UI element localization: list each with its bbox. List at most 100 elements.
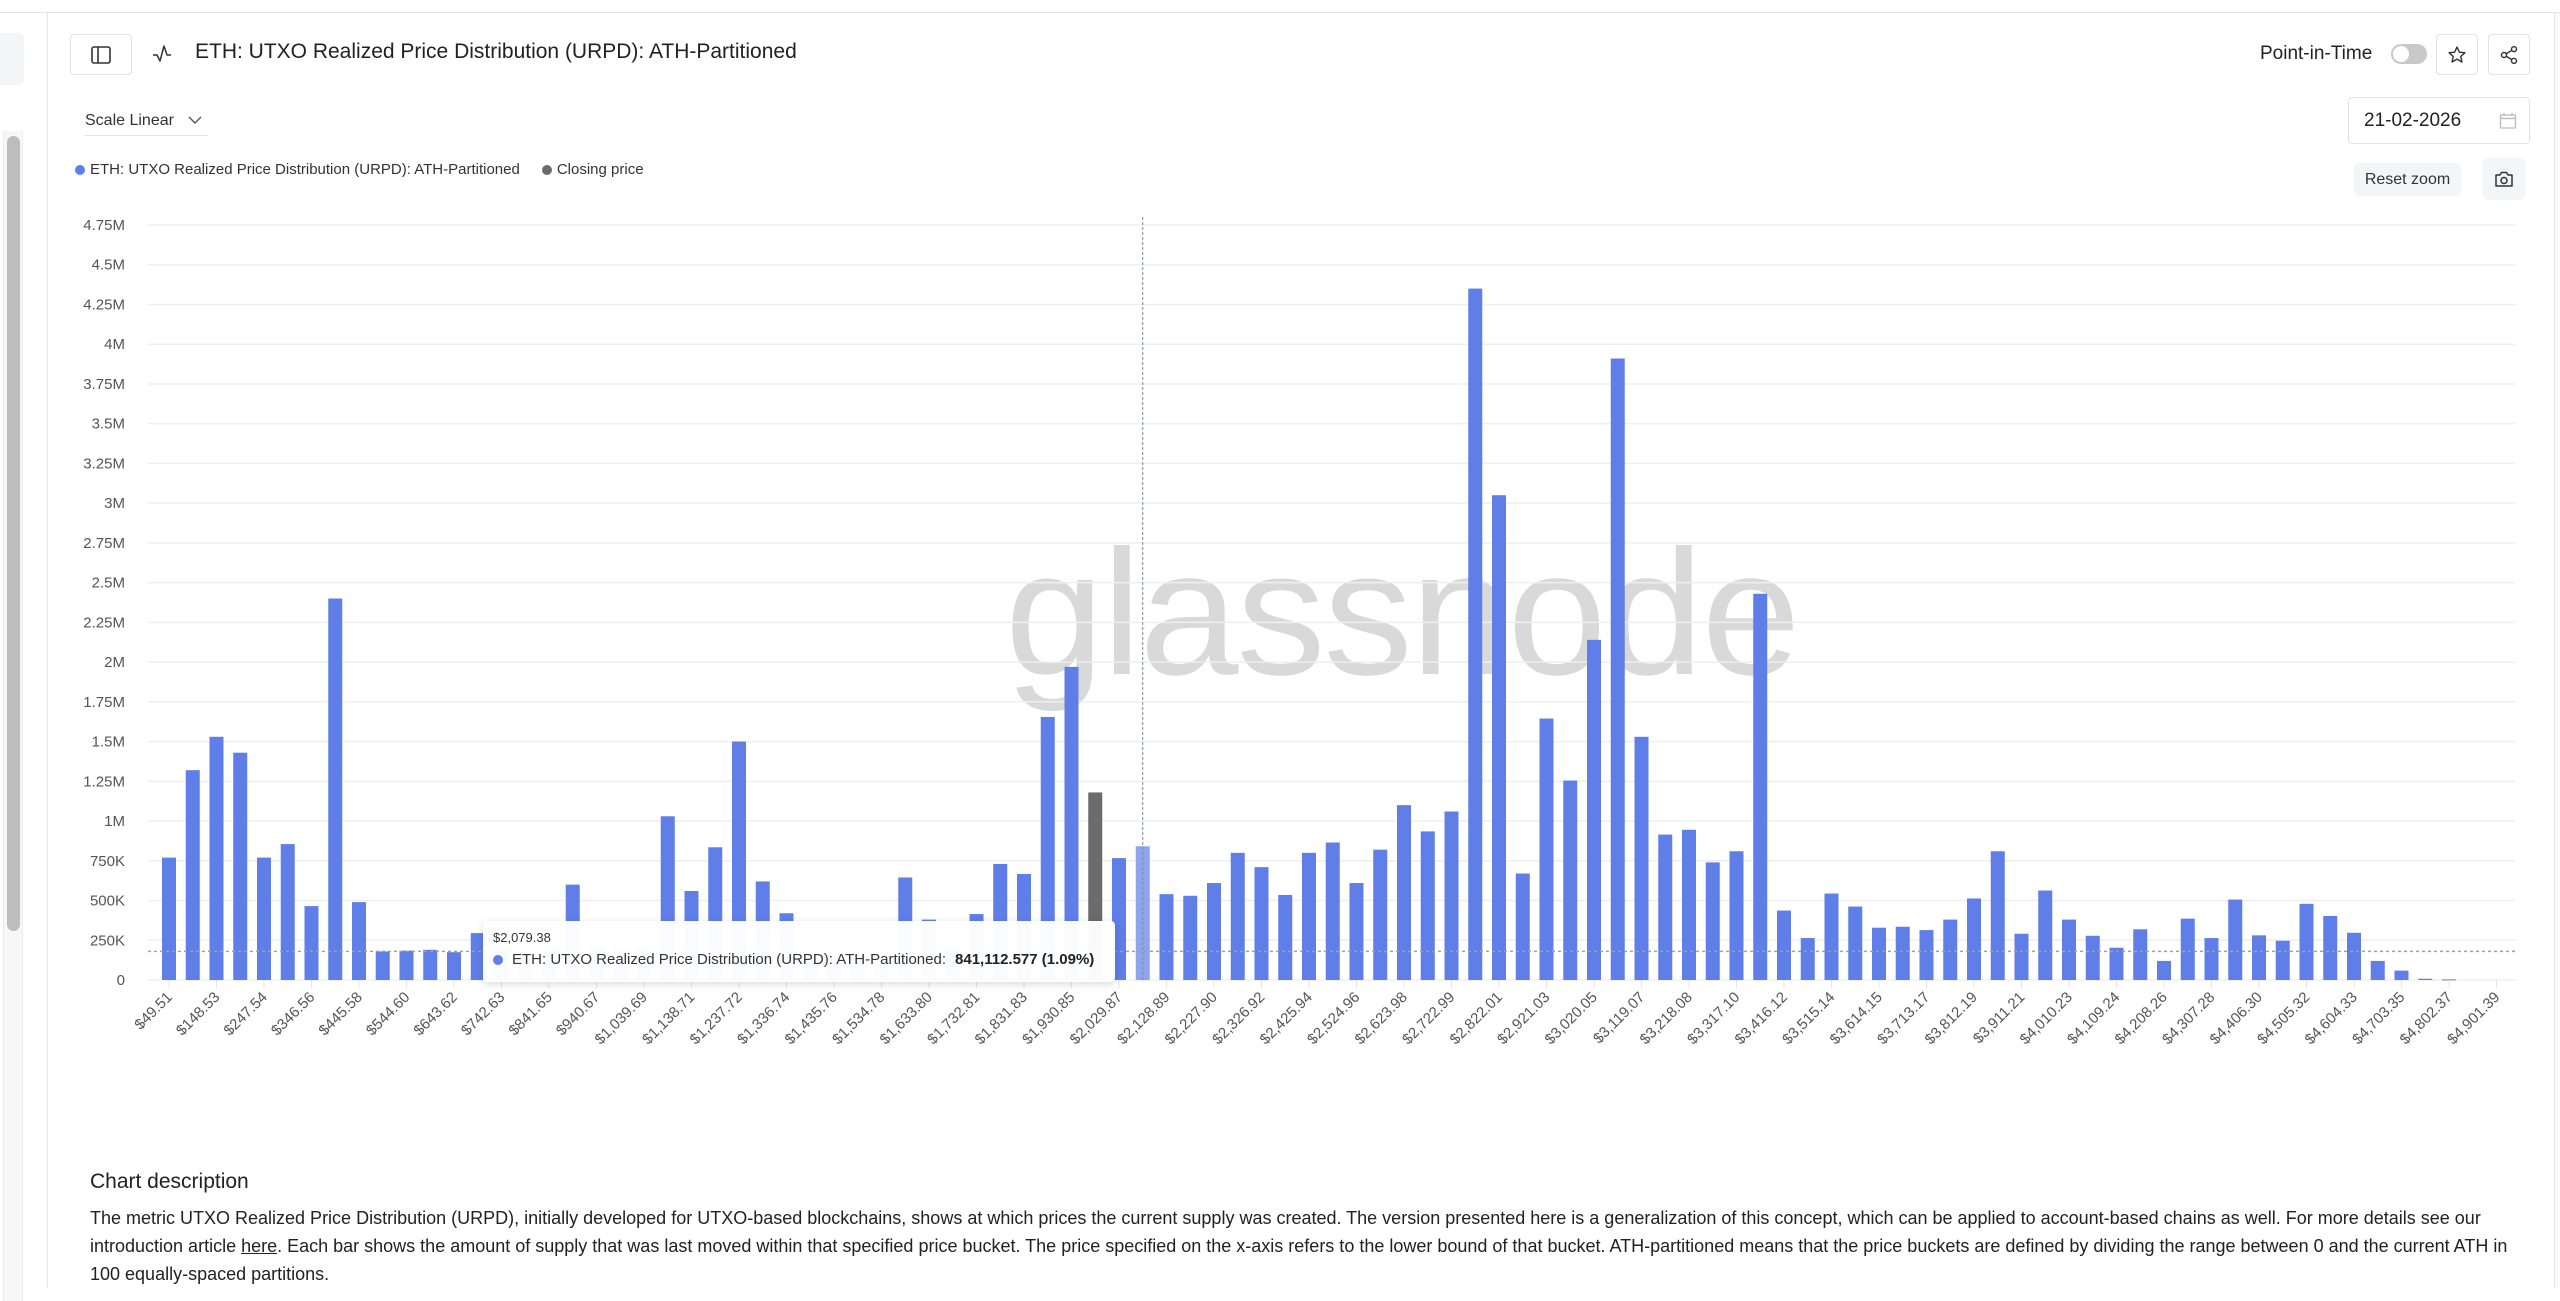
screenshot-button[interactable]	[2483, 158, 2525, 200]
urpd-bar[interactable]	[328, 598, 343, 980]
urpd-bar[interactable]	[1729, 851, 1744, 980]
urpd-bar[interactable]	[1230, 852, 1245, 980]
urpd-bar[interactable]	[1848, 906, 1863, 980]
urpd-bar[interactable]	[2418, 978, 2433, 980]
urpd-bar[interactable]	[1824, 893, 1839, 980]
urpd-bar[interactable]	[1207, 883, 1221, 980]
urpd-bar[interactable]	[352, 902, 366, 980]
urpd-bar[interactable]	[2370, 960, 2385, 980]
favorite-button[interactable]	[2436, 34, 2478, 75]
urpd-bar[interactable]	[1278, 894, 1293, 980]
urpd-bar[interactable]	[2347, 932, 2361, 980]
urpd-bar[interactable]	[1777, 910, 1791, 980]
legend-dot-urpd	[75, 164, 85, 175]
urpd-bar[interactable]	[233, 752, 248, 980]
urpd-bar[interactable]	[2062, 919, 2076, 980]
sidebar-scrollbar-thumb[interactable]	[7, 136, 20, 931]
chart-description-heading: Chart description	[90, 1170, 249, 1193]
urpd-bar[interactable]	[1444, 811, 1459, 980]
urpd-bar[interactable]	[1753, 593, 1768, 980]
urpd-bar[interactable]	[1302, 852, 1316, 980]
urpd-bar[interactable]	[1159, 894, 1174, 980]
urpd-bar[interactable]	[2442, 979, 2456, 981]
sidebar-toggle-button[interactable]	[70, 34, 132, 75]
tooltip-series-label: ETH: UTXO Realized Price Distribution (U…	[512, 951, 947, 968]
urpd-bar[interactable]	[2204, 938, 2219, 980]
urpd-bar[interactable]	[304, 906, 319, 980]
urpd-bar[interactable]	[447, 952, 461, 980]
urpd-bar[interactable]	[1254, 867, 1269, 980]
urpd-bar[interactable]	[1397, 805, 1411, 980]
urpd-bar[interactable]	[2038, 890, 2053, 980]
urpd-bar[interactable]	[1919, 930, 1934, 980]
urpd-bar[interactable]	[280, 844, 295, 980]
introduction-article-link[interactable]: here	[241, 1236, 278, 1256]
urpd-bar[interactable]	[1325, 842, 1340, 980]
urpd-bar[interactable]	[1563, 780, 1578, 980]
urpd-bar[interactable]	[1634, 736, 1649, 980]
urpd-bar[interactable]	[257, 857, 271, 980]
urpd-bar[interactable]	[2228, 899, 2243, 980]
urpd-bar[interactable]	[2252, 935, 2266, 980]
urpd-bar[interactable]	[2275, 940, 2290, 980]
point-in-time-toggle[interactable]	[2391, 44, 2427, 64]
urpd-bar[interactable]	[2109, 947, 2124, 980]
urpd-bar[interactable]	[2394, 970, 2409, 980]
urpd-bar[interactable]	[470, 933, 485, 980]
urpd-bar[interactable]	[732, 741, 746, 980]
y-axis-tick-label: 250K	[90, 932, 125, 949]
sidebar-tab[interactable]	[0, 33, 24, 85]
urpd-bar[interactable]	[2133, 929, 2148, 980]
y-axis-tick-label: 3.25M	[83, 455, 125, 472]
legend-item-urpd[interactable]: ETH: UTXO Realized Price Distribution (U…	[75, 161, 520, 178]
x-axis-tick-label: $445.58	[315, 989, 365, 1039]
scale-select[interactable]: Scale Linear	[85, 106, 208, 136]
urpd-bar[interactable]	[1943, 919, 1958, 980]
urpd-bar[interactable]	[2085, 935, 2100, 980]
urpd-bar[interactable]	[1183, 895, 1198, 980]
urpd-bar[interactable]	[1705, 862, 1720, 980]
urpd-bar[interactable]	[1373, 849, 1388, 980]
urpd-bar[interactable]	[1468, 288, 1483, 980]
urpd-bar[interactable]	[1492, 495, 1506, 980]
urpd-bar[interactable]	[1895, 926, 1910, 980]
urpd-bar[interactable]	[2180, 918, 2195, 980]
urpd-bar[interactable]	[1800, 938, 1815, 980]
y-axis-tick-label: 1M	[104, 813, 125, 830]
urpd-bar-chart[interactable]: 0 250K 500K 750K 1M 1.25M 1.5M 1.75M 2M 2.25M 2.5M…	[0, 200, 2560, 1100]
urpd-bar[interactable]	[185, 770, 200, 980]
urpd-bar[interactable]	[1420, 831, 1435, 980]
urpd-bar[interactable]	[2323, 915, 2338, 980]
urpd-bar[interactable]	[1967, 898, 1981, 980]
urpd-bar[interactable]	[2157, 960, 2171, 980]
urpd-bar[interactable]	[1587, 639, 1601, 980]
reset-zoom-button[interactable]: Reset zoom	[2354, 163, 2461, 196]
urpd-bar[interactable]	[1539, 718, 1554, 980]
x-axis-tick-label: $841.65	[505, 989, 555, 1039]
urpd-bar[interactable]	[162, 857, 176, 980]
urpd-bar[interactable]	[375, 951, 390, 980]
urpd-bar[interactable]	[1112, 858, 1126, 980]
urpd-bar[interactable]	[2299, 903, 2314, 980]
urpd-bar[interactable]	[1515, 873, 1530, 980]
date-input[interactable]: 21-02-2026	[2348, 97, 2530, 144]
urpd-bar[interactable]	[209, 736, 224, 980]
urpd-bar[interactable]	[1349, 883, 1364, 980]
urpd-bar[interactable]	[423, 949, 438, 980]
urpd-bar[interactable]	[1610, 358, 1625, 980]
urpd-bar[interactable]	[1872, 927, 1886, 980]
calendar-icon[interactable]	[2499, 112, 2517, 130]
urpd-bar[interactable]	[399, 950, 414, 980]
share-button[interactable]	[2488, 34, 2530, 75]
urpd-bar[interactable]	[2014, 933, 2029, 980]
y-axis-tick-label: 2.5M	[92, 575, 125, 592]
legend-item-closing-price[interactable]: Closing price	[541, 161, 644, 178]
urpd-bar[interactable]	[1040, 716, 1055, 980]
urpd-bar[interactable]	[1682, 829, 1696, 980]
urpd-bar[interactable]	[1658, 834, 1673, 980]
y-axis-tick-label: 4M	[104, 336, 125, 353]
urpd-bar[interactable]	[1990, 851, 2005, 980]
urpd-bar[interactable]	[1064, 666, 1079, 980]
right-scrollbar[interactable]	[2554, 13, 2560, 1288]
point-in-time-label: Point-in-Time	[2260, 43, 2373, 64]
